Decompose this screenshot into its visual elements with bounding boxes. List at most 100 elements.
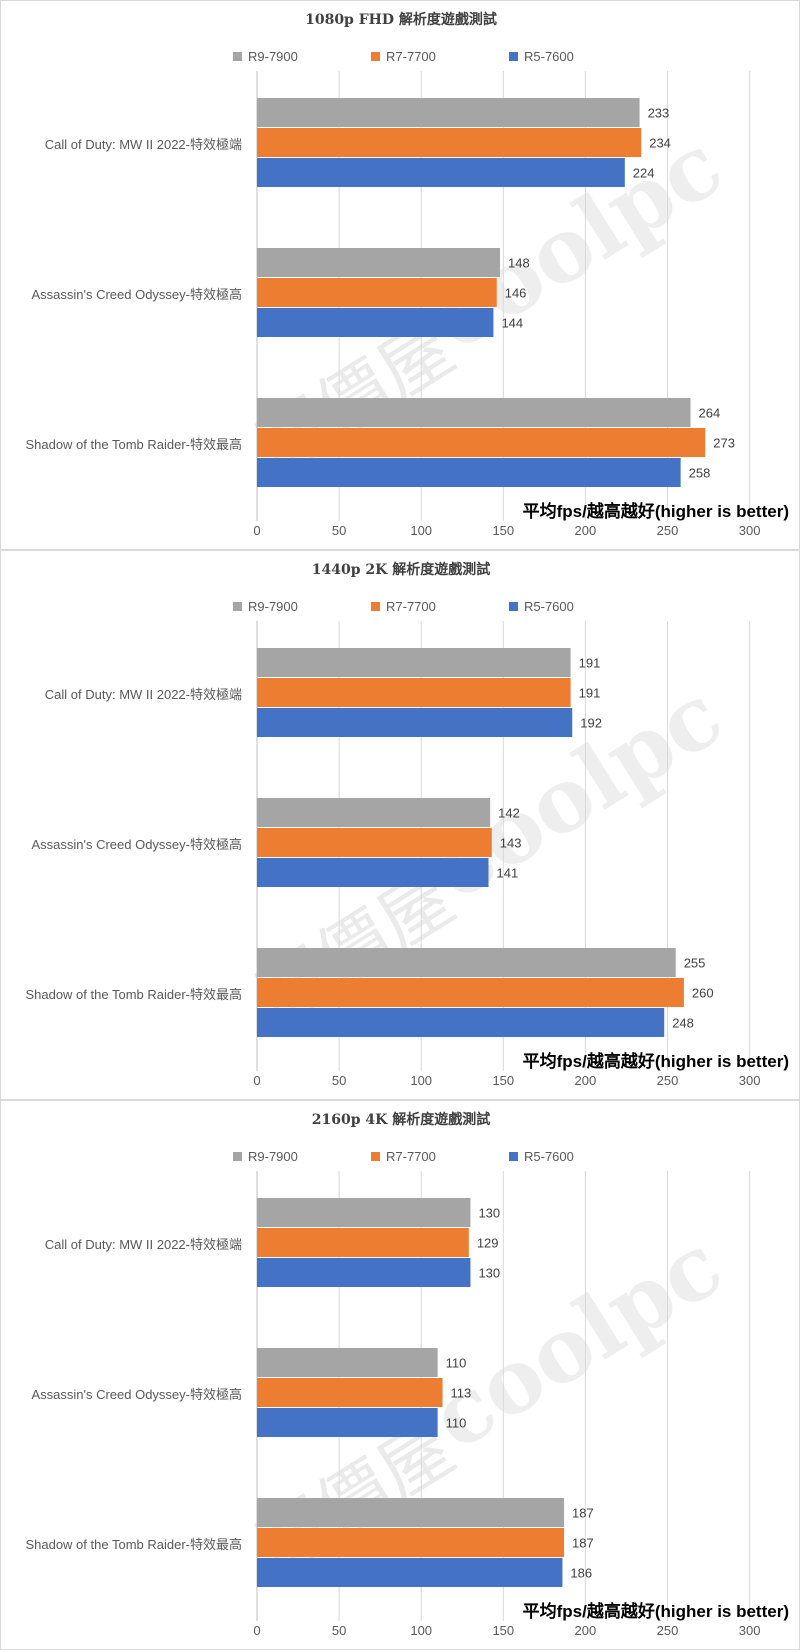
bar-r9-7900 <box>257 1348 438 1377</box>
chart-panel-1: 原價屋coolpc0501001502002503002331482642341… <box>0 0 800 550</box>
bar-r5-7600 <box>257 158 625 187</box>
legend-item: R7-7700 <box>371 599 436 614</box>
x-tick-label: 300 <box>739 523 761 538</box>
category-label: Call of Duty: MW II 2022-特效極端 <box>44 1236 242 1252</box>
data-label: 144 <box>501 316 523 331</box>
data-label: 233 <box>648 106 670 121</box>
bar-chart-svg: 0 50 100 150 200 250 300 191 142 255 191 143 260 192 1… <box>253 621 761 1088</box>
x-tick-label: 0 <box>253 1073 260 1088</box>
x-axis-note: 平均fps/越高越好(higher is better) <box>522 502 789 521</box>
category-label: Shadow of the Tomb Raider-特效最高 <box>25 436 242 452</box>
x-axis-note: 平均fps/越高越好(higher is better) <box>522 1052 789 1071</box>
bar-r9-7900 <box>257 248 501 277</box>
chart-panel-3: 原價屋coolpc0501001502002503001301101871291… <box>0 1100 800 1650</box>
x-tick-label: 300 <box>739 1623 761 1638</box>
bar-r9-7900 <box>257 98 640 127</box>
legend-label: R7-7700 <box>386 599 436 614</box>
bar-r7-7700 <box>257 978 684 1007</box>
data-label: 187 <box>572 1506 594 1521</box>
x-tick-label: 50 <box>332 523 346 538</box>
bar-r9-7900 <box>257 398 691 427</box>
data-label: 248 <box>672 1016 694 1031</box>
legend-swatch <box>233 1152 242 1161</box>
x-tick-label: 50 <box>332 1623 346 1638</box>
category-label: Assassin's Creed Odyssey-特效極高 <box>31 836 242 852</box>
category-label: Shadow of the Tomb Raider-特效最高 <box>25 986 242 1002</box>
x-tick-label: 150 <box>492 1623 514 1638</box>
data-label: 141 <box>497 866 519 881</box>
category-label: Call of Duty: MW II 2022-特效極端 <box>44 686 242 702</box>
x-tick-label: 200 <box>575 1073 597 1088</box>
x-tick-label: 150 <box>492 523 514 538</box>
data-label: 148 <box>508 256 530 271</box>
x-axis-note: 平均fps/越高越好(higher is better) <box>522 1602 789 1621</box>
legend-label: R5-7600 <box>524 1149 574 1164</box>
bar-r9-7900 <box>257 648 571 677</box>
x-tick-label: 0 <box>253 1623 260 1638</box>
x-tick-label: 0 <box>253 523 260 538</box>
legend-swatch <box>509 602 518 611</box>
legend-label: R5-7600 <box>524 599 574 614</box>
legend-swatch <box>509 52 518 61</box>
legend-swatch <box>509 1152 518 1161</box>
data-label: 146 <box>505 286 527 301</box>
bar-r5-7600 <box>257 1558 563 1587</box>
bar-r7-7700 <box>257 1528 565 1557</box>
bar-chart-svg: 0 50 100 150 200 250 300 233 148 264 234 146 273 224 1… <box>253 71 761 538</box>
data-label: 186 <box>570 1566 592 1581</box>
bar-r5-7600 <box>257 1008 665 1037</box>
category-label: Call of Duty: MW II 2022-特效極端 <box>44 136 242 152</box>
data-label: 142 <box>498 806 520 821</box>
data-label: 130 <box>478 1266 500 1281</box>
data-label: 258 <box>689 466 711 481</box>
x-tick-label: 200 <box>575 1623 597 1638</box>
legend-item: R7-7700 <box>371 49 436 64</box>
data-label: 192 <box>580 716 602 731</box>
legend-swatch <box>233 52 242 61</box>
bar-r5-7600 <box>257 308 494 337</box>
data-label: 260 <box>692 986 714 1001</box>
legend-swatch <box>371 602 380 611</box>
category-label: Shadow of the Tomb Raider-特效最高 <box>25 1536 242 1552</box>
bar-r5-7600 <box>257 708 573 737</box>
legend-label: R5-7600 <box>524 49 574 64</box>
legend-label: R7-7700 <box>386 49 436 64</box>
category-label: Assassin's Creed Odyssey-特效極高 <box>31 1386 242 1402</box>
data-label: 110 <box>446 1416 467 1431</box>
bar-r5-7600 <box>257 458 681 487</box>
legend-swatch <box>233 602 242 611</box>
legend-item: R9-7900 <box>233 599 298 614</box>
chart-title: 1440p 2K 解析度遊戲測試 <box>311 562 491 578</box>
legend-label: R9-7900 <box>248 599 298 614</box>
bar-r7-7700 <box>257 828 492 857</box>
bar-r7-7700 <box>257 1378 443 1407</box>
legend-item: R9-7900 <box>233 1149 298 1164</box>
chart-panel-2: 原價屋coolpc0501001502002503001911422551911… <box>0 550 800 1100</box>
data-label: 187 <box>572 1536 594 1551</box>
x-tick-label: 100 <box>410 523 432 538</box>
chart-title: 2160p 4K 解析度遊戲測試 <box>311 1112 491 1128</box>
chart-title: 1080p FHD 解析度遊戲測試 <box>305 12 497 28</box>
x-tick-label: 300 <box>739 1073 761 1088</box>
data-label: 110 <box>446 1356 467 1371</box>
legend-swatch <box>371 1152 380 1161</box>
data-label: 224 <box>633 166 655 181</box>
data-label: 191 <box>579 686 601 701</box>
bar-r7-7700 <box>257 678 571 707</box>
x-tick-label: 150 <box>492 1073 514 1088</box>
legend-item: R5-7600 <box>509 49 574 64</box>
bar-r5-7600 <box>257 858 489 887</box>
data-label: 191 <box>579 656 601 671</box>
bar-r9-7900 <box>257 1198 471 1227</box>
legend-item: R5-7600 <box>509 1149 574 1164</box>
x-tick-label: 250 <box>657 1623 679 1638</box>
bar-chart-svg: 0 50 100 150 200 250 300 130 110 187 129 113 187 130 1… <box>253 1171 761 1638</box>
data-label: 129 <box>477 1236 499 1251</box>
legend-label: R9-7900 <box>248 49 298 64</box>
data-label: 273 <box>713 436 735 451</box>
legend-item: R5-7600 <box>509 599 574 614</box>
data-label: 130 <box>478 1206 500 1221</box>
bar-r9-7900 <box>257 948 676 977</box>
legend-item: R7-7700 <box>371 1149 436 1164</box>
